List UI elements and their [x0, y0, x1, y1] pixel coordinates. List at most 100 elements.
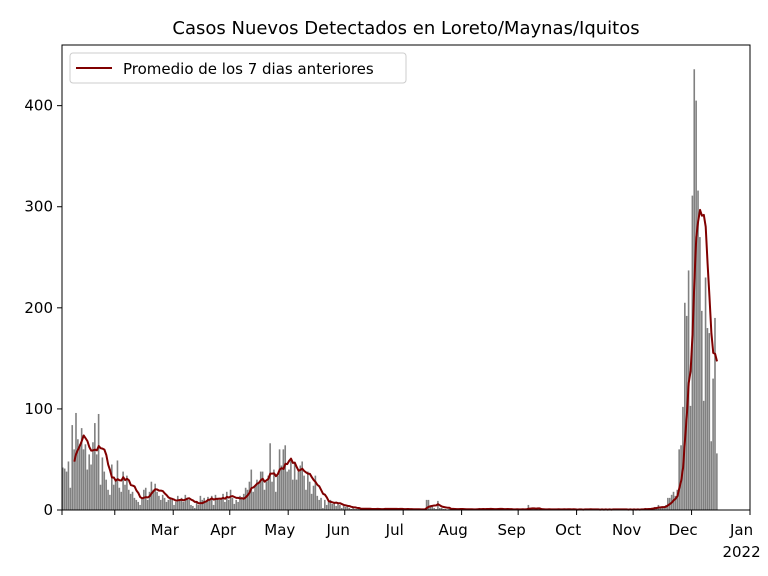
bar	[259, 471, 262, 510]
bar	[710, 441, 713, 510]
line-group	[73, 208, 718, 511]
bar	[659, 507, 662, 510]
y-tick-label: 400	[24, 97, 53, 115]
bar	[92, 442, 94, 510]
bar	[538, 508, 541, 510]
bar	[307, 471, 309, 510]
bar	[348, 507, 351, 510]
bar	[95, 454, 98, 510]
bar	[267, 475, 270, 510]
bar	[135, 499, 138, 510]
bar	[124, 484, 126, 510]
bar	[227, 499, 230, 510]
x-tick-label: Mar	[151, 521, 180, 539]
bar	[261, 471, 264, 510]
bar	[242, 493, 245, 510]
bar	[695, 100, 697, 510]
bar	[276, 475, 279, 510]
bar	[195, 501, 198, 510]
bar	[435, 508, 437, 510]
bar	[427, 499, 430, 510]
bar	[716, 453, 718, 510]
bar	[146, 499, 149, 510]
bar	[137, 501, 139, 510]
bar	[231, 497, 234, 510]
bar	[156, 491, 158, 510]
bar	[708, 333, 711, 510]
bar	[203, 497, 205, 510]
bar	[438, 507, 441, 510]
bar	[77, 439, 79, 510]
bar	[188, 499, 190, 510]
bar	[295, 479, 298, 510]
bar	[325, 504, 328, 510]
bar	[218, 499, 221, 510]
bar	[699, 237, 701, 510]
bar	[356, 508, 358, 510]
bar	[86, 469, 89, 510]
bar	[350, 508, 352, 510]
bar	[288, 469, 290, 510]
bar	[233, 503, 236, 510]
bar	[148, 491, 151, 510]
x-tick-sublabel: 2022	[722, 543, 760, 561]
bar	[90, 464, 92, 510]
bar	[531, 508, 533, 510]
bar	[222, 493, 224, 510]
bar	[165, 501, 168, 510]
bar	[537, 508, 539, 510]
bar	[702, 400, 705, 510]
bar	[252, 491, 254, 510]
bar	[256, 479, 258, 510]
bar	[271, 481, 273, 510]
bar	[258, 481, 260, 510]
bar	[663, 507, 665, 510]
bar	[109, 494, 111, 510]
bar	[239, 495, 241, 510]
bar	[171, 499, 173, 510]
bar	[235, 499, 238, 510]
bar	[340, 507, 343, 510]
bar	[126, 475, 128, 510]
bar	[291, 479, 294, 510]
x-tick-label: Nov	[612, 521, 641, 539]
bar	[193, 507, 196, 510]
bar	[111, 464, 113, 510]
bar	[301, 461, 303, 510]
bar	[133, 497, 136, 510]
bar	[186, 497, 189, 510]
bar	[312, 485, 315, 510]
bar	[293, 463, 296, 510]
bar	[176, 495, 179, 510]
bar	[163, 497, 166, 510]
bar	[533, 508, 535, 510]
bar	[127, 489, 130, 510]
bar	[154, 483, 156, 510]
bar	[661, 506, 664, 510]
legend-box	[69, 52, 407, 84]
bar	[706, 328, 709, 510]
x-tick-label: Jul	[385, 521, 404, 539]
legend: Promedio de los 7 dias anteriores	[69, 52, 407, 84]
bar	[248, 481, 251, 510]
bar	[284, 445, 287, 510]
bar	[129, 493, 132, 510]
bar	[335, 505, 337, 510]
bar	[225, 491, 228, 510]
bar	[303, 475, 305, 510]
legend-label: Promedio de los 7 dias anteriores	[123, 60, 374, 78]
bar	[676, 489, 679, 510]
bar	[244, 487, 247, 510]
y-tick-label: 300	[24, 198, 53, 216]
bar	[99, 484, 102, 510]
bar	[444, 508, 447, 510]
bar	[433, 507, 435, 510]
bar	[354, 508, 356, 510]
bar	[297, 471, 300, 510]
bar	[327, 501, 330, 510]
bar	[346, 504, 349, 510]
bar	[308, 481, 311, 510]
bar	[73, 449, 75, 510]
bar	[684, 302, 686, 510]
